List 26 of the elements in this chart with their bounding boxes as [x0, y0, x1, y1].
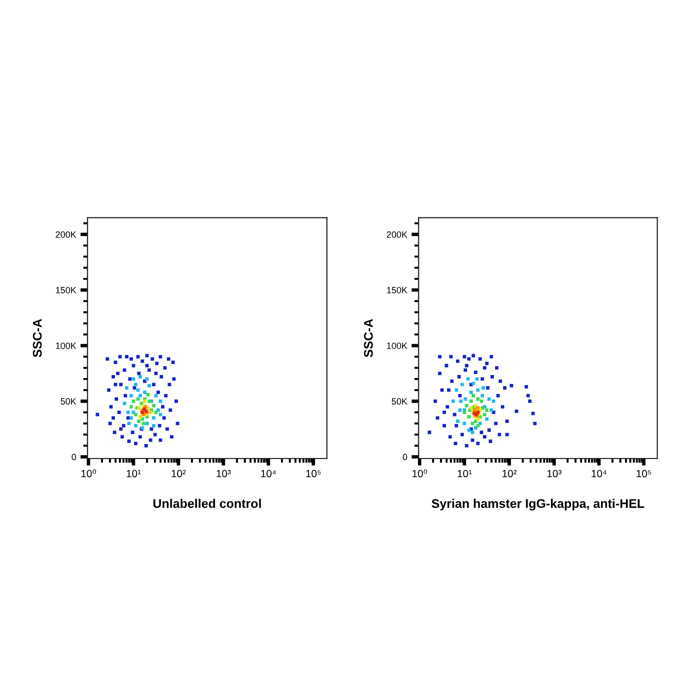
x-tick-label: 10¹ [458, 470, 472, 478]
x-tick-label: 10⁰ [81, 469, 96, 478]
x-tick-label: 10⁰ [412, 469, 428, 478]
y-tick-label: 50K [392, 398, 408, 405]
x-axis-title: Syrian hamster IgG-kappa, anti-HEL [432, 498, 644, 510]
x-axis-title: Unlabelled control [153, 498, 261, 508]
y-tick-label: 100K [387, 342, 408, 349]
x-tick-label: 10⁴ [261, 470, 276, 478]
y-axis-title: SSC-A [364, 318, 373, 358]
y-tick-label: 200K [56, 231, 76, 238]
y-tick-label: 150K [56, 286, 76, 294]
y-tick-label: 50K [60, 398, 76, 405]
x-tick-label: 10¹ [126, 470, 141, 478]
x-tick-label: 10² [172, 470, 186, 478]
y-tick-label: 200K [386, 231, 408, 238]
x-tick-label: 10⁵ [636, 470, 652, 478]
y-axis-title: SSC-A [32, 318, 42, 358]
y-tick-label: 0 [72, 454, 76, 460]
x-tick-label: 10⁵ [306, 470, 321, 478]
x-tick-label: 10³ [216, 470, 231, 478]
x-tick-label: 10² [502, 470, 517, 478]
y-tick-label: 0 [402, 454, 408, 460]
x-tick-label: 10⁴ [592, 470, 606, 478]
x-tick-label: 10³ [547, 470, 562, 478]
y-tick-label: 150K [387, 286, 408, 294]
y-tick-label: 100K [56, 342, 76, 349]
